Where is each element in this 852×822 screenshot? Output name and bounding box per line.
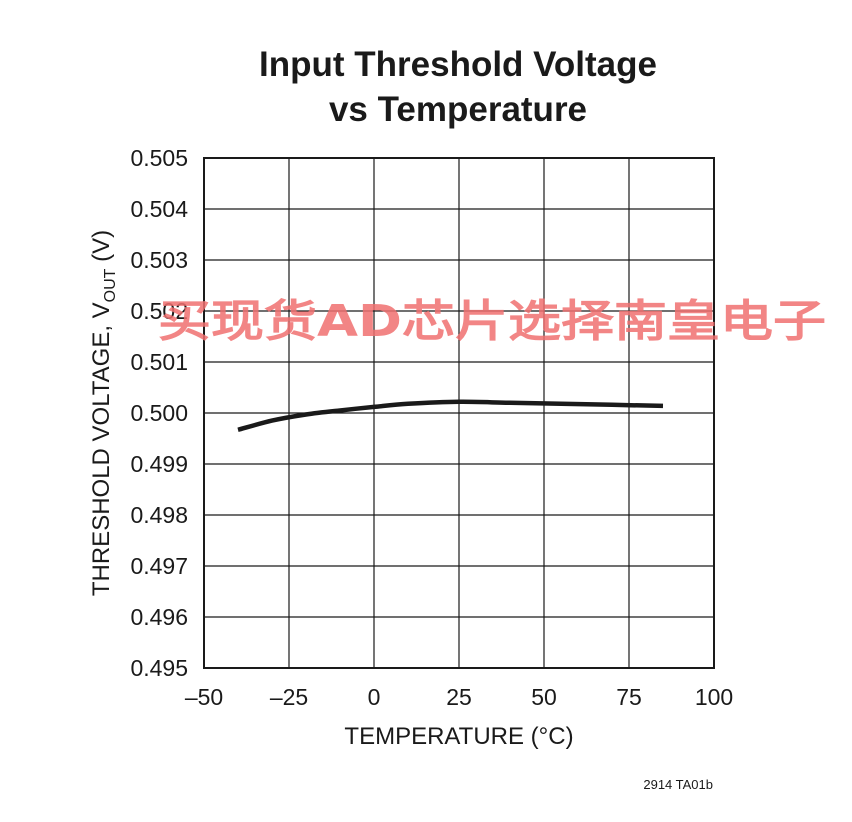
watermark-text: 买现货AD芯片选择南皇电子 [158,296,826,347]
y-tick-label: 0.497 [130,553,188,579]
x-tick-label: 100 [695,684,733,710]
y-axis-label: THRESHOLD VOLTAGE, VOUT (V) [88,230,119,596]
x-tick-label: –50 [185,684,223,710]
plot-frame [203,157,715,669]
series-line [237,399,664,432]
x-axis-label: TEMPERATURE (°C) [344,723,573,750]
y-tick-label: 0.503 [130,247,188,273]
y-tick-label: 0.502 [130,298,188,324]
y-tick-label: 0.496 [130,604,188,630]
figure-id: 2914 TA01b [643,777,713,792]
x-tick-label: –25 [270,684,308,710]
y-tick-label: 0.500 [130,400,188,426]
grid-lines [203,157,715,669]
y-tick-label: 0.501 [130,349,188,375]
y-axis-label-suffix: (V) [88,230,115,269]
y-tick-label: 0.499 [130,451,188,477]
chart-title-line-2: vs Temperature [329,90,587,129]
x-tick-label: 50 [531,684,557,710]
x-tick-label: 0 [368,684,381,710]
x-tick-labels: –50 –25 0 25 50 75 100 [185,684,733,710]
x-tick-label: 25 [446,684,472,710]
chart-title-line-1: Input Threshold Voltage [259,45,657,84]
y-axis-label-main: THRESHOLD VOLTAGE, V [88,302,115,596]
y-tick-label: 0.505 [130,145,188,171]
y-tick-label: 0.498 [130,502,188,528]
y-tick-label: 0.504 [130,196,188,222]
x-tick-label: 75 [616,684,642,710]
y-tick-label: 0.495 [130,655,188,681]
y-tick-labels: 0.495 0.496 0.497 0.498 0.499 0.500 0.501 0.502… [130,145,188,681]
y-axis-label-subscript: OUT [102,268,119,302]
